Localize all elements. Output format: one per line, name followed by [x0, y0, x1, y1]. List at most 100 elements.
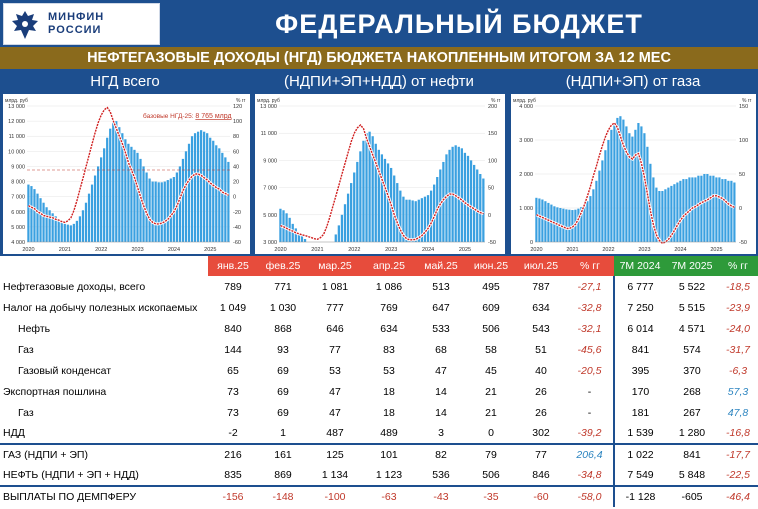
- x-tick: 2023: [385, 247, 397, 253]
- bar: [368, 131, 371, 242]
- bar: [124, 139, 127, 242]
- bar: [103, 148, 106, 242]
- bar: [36, 193, 39, 242]
- cell-pct: -32,8: [577, 301, 602, 314]
- cell-value: 634: [532, 301, 550, 314]
- cell-7m-pct: -23,9: [726, 301, 750, 314]
- x-tick: 2021: [311, 247, 323, 253]
- bar: [420, 198, 424, 242]
- row-label: Налог на добычу полезных ископаемых: [3, 301, 198, 314]
- y-tick-left: 9 000: [263, 158, 277, 164]
- bar: [184, 151, 188, 242]
- cell-value: 3: [438, 427, 444, 439]
- x-tick: 2024: [674, 247, 686, 253]
- bar: [187, 143, 191, 242]
- bar: [625, 126, 628, 242]
- header-7: % гг: [566, 256, 614, 276]
- bar: [75, 220, 79, 242]
- x-tick: 2024: [168, 247, 180, 253]
- ylabel-left: млрд. руб: [5, 98, 28, 104]
- minfin-logo: МИНФИН РОССИИ: [3, 3, 160, 45]
- bar: [429, 190, 433, 242]
- cell-7m-2024: 7 549: [613, 465, 666, 486]
- cell-7m-2024: 7 250: [613, 297, 666, 318]
- cell-value: -2: [228, 427, 238, 439]
- y-tick-right: 50: [488, 186, 494, 192]
- header-9: 7М 2025: [666, 256, 718, 276]
- bar: [724, 179, 727, 242]
- bar: [169, 178, 172, 242]
- cell-pct: -39,2: [577, 427, 602, 439]
- cell-value: 609: [482, 301, 500, 314]
- cell-7m-2025: 268: [683, 385, 701, 398]
- bar: [57, 219, 60, 242]
- cell-7m-2025: 4 571: [678, 322, 706, 335]
- header-2: мар.25: [308, 256, 362, 276]
- bar: [343, 204, 347, 242]
- cell-value: 77: [329, 343, 341, 356]
- chart-gas: млрд. руб % гг 0 1 000 2 000 3 000 4 000 -50 0 50…: [511, 94, 756, 254]
- cell-7m-pct: -17,7: [718, 443, 758, 465]
- bar: [541, 199, 544, 242]
- cell-7m-2024: 6 014: [613, 318, 666, 339]
- y-tick-right: 40: [233, 164, 239, 170]
- y-tick-right: 0: [739, 206, 742, 212]
- x-tick: 2020: [274, 247, 286, 253]
- cell-value: 506: [482, 469, 500, 481]
- bar: [303, 238, 307, 242]
- bar: [66, 224, 69, 242]
- y-tick-right: -50: [739, 240, 747, 246]
- bar: [417, 199, 420, 242]
- cell-value: 846: [532, 469, 550, 481]
- eagle-emblem-icon: [12, 11, 38, 39]
- header-4: май.25: [416, 256, 466, 276]
- cell-value: 789: [224, 280, 242, 293]
- cell-pct: -32,1: [577, 322, 602, 335]
- bar: [353, 172, 356, 242]
- cell-value: 1 134: [321, 469, 349, 481]
- bar: [583, 204, 586, 242]
- row-label: ГАЗ (НДПИ + ЭП): [0, 443, 208, 465]
- bar: [178, 166, 182, 242]
- bar: [221, 152, 224, 242]
- bar: [580, 206, 583, 242]
- row-label: Нефтегазовые доходы, всего: [3, 280, 146, 293]
- pct-line: [28, 106, 229, 225]
- cell-7m-2024: 1 539: [613, 423, 666, 444]
- bar: [697, 175, 700, 242]
- cell-value: 83: [383, 343, 395, 356]
- bar: [396, 183, 399, 242]
- row-label: Нефть: [18, 322, 51, 335]
- bar: [93, 175, 97, 242]
- bar: [679, 180, 682, 242]
- cell-value: 26: [535, 406, 547, 419]
- cell-value: 769: [380, 301, 398, 314]
- cell-7m-2024: 170: [613, 381, 666, 402]
- cell-7m-2024: 6 777: [613, 276, 666, 297]
- bar: [340, 214, 344, 242]
- cell-pct: -20,5: [577, 364, 602, 377]
- bar: [227, 161, 230, 242]
- bar: [337, 225, 340, 242]
- cell-value: 45: [485, 364, 497, 377]
- ylabel-right: % гг: [491, 98, 501, 104]
- x-tick: 2024: [422, 247, 434, 253]
- cell-value: 787: [532, 280, 550, 293]
- x-tick: 2022: [602, 247, 614, 253]
- bar: [386, 163, 390, 242]
- y-tick-left: 11 000: [9, 134, 25, 140]
- bar: [408, 199, 411, 242]
- bar: [715, 177, 718, 242]
- header-5: июн.25: [466, 256, 516, 276]
- cell-7m-2024: 841: [613, 339, 666, 360]
- y-tick-left: 13 000: [8, 104, 25, 110]
- bar: [652, 177, 655, 242]
- row-label: Газ: [18, 343, 34, 356]
- cell-value: -60: [516, 485, 566, 507]
- bar: [377, 149, 380, 242]
- bar: [63, 223, 66, 242]
- bar: [655, 187, 658, 242]
- header-0: янв.25: [208, 256, 258, 276]
- cell-7m-2025: 1 280: [678, 427, 706, 439]
- bar: [414, 201, 417, 242]
